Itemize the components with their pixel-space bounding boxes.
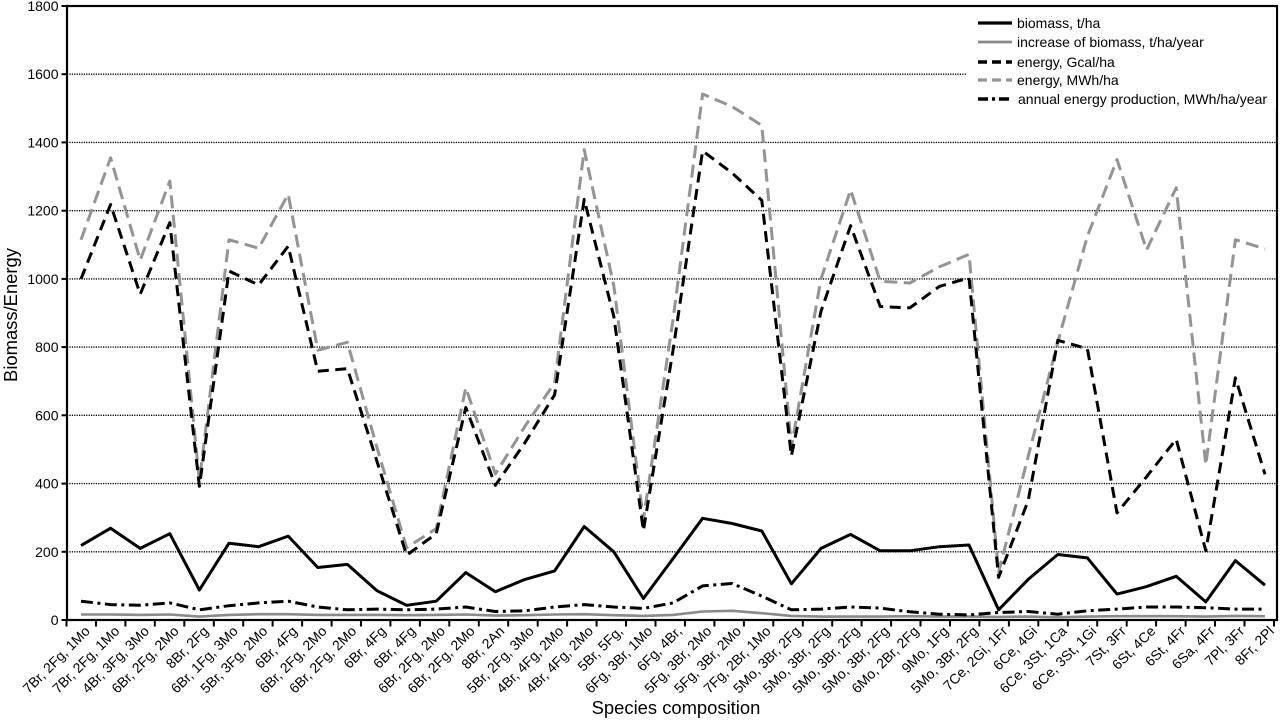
svg-text:Species composition: Species composition [592, 697, 761, 718]
svg-text:1400: 1400 [27, 134, 58, 150]
svg-text:600: 600 [35, 407, 59, 423]
svg-text:1000: 1000 [27, 271, 58, 287]
svg-text:energy, MWh/ha: energy, MWh/ha [1017, 72, 1119, 88]
svg-text:Biomass/Energy: Biomass/Energy [0, 247, 21, 382]
svg-text:0: 0 [51, 612, 59, 628]
svg-text:1600: 1600 [27, 66, 58, 82]
svg-text:biomass, t/ha: biomass, t/ha [1017, 15, 1100, 31]
svg-text:annual energy production, MWh/: annual energy production, MWh/ha/year [1018, 91, 1267, 107]
svg-text:1800: 1800 [27, 0, 58, 14]
svg-text:energy, Gcal/ha: energy, Gcal/ha [1017, 54, 1115, 70]
svg-text:400: 400 [35, 476, 59, 492]
svg-text:increase of biomass, t/ha/year: increase of biomass, t/ha/year [1017, 34, 1204, 50]
svg-text:800: 800 [35, 339, 59, 355]
svg-text:200: 200 [35, 544, 59, 560]
svg-text:1200: 1200 [27, 203, 58, 219]
